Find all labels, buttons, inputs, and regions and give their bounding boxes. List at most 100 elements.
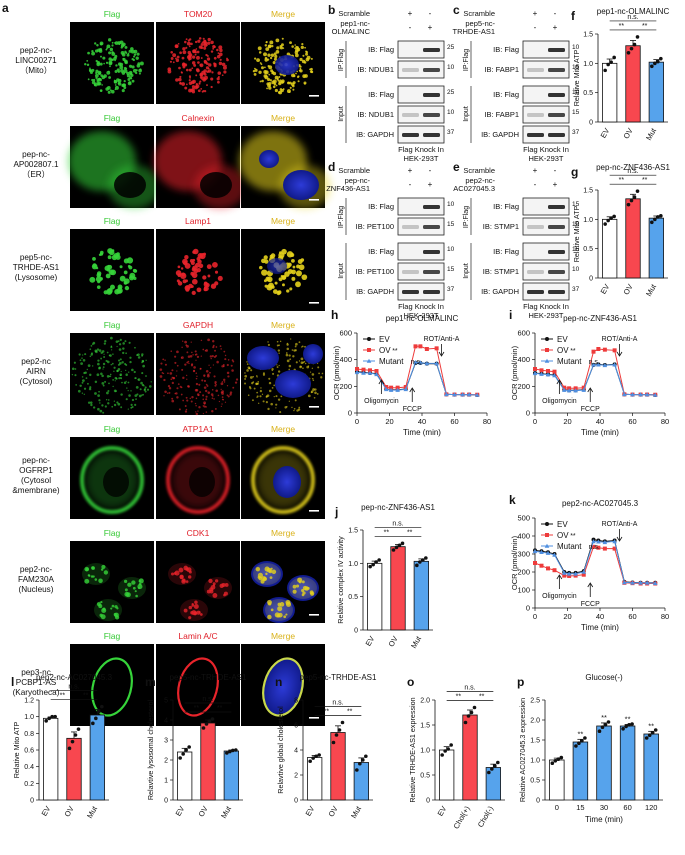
- series-marker: [566, 571, 572, 576]
- signal-dot: [217, 275, 223, 281]
- bar: [353, 762, 369, 801]
- signal-dot: [177, 281, 183, 286]
- mw-label: 15: [572, 201, 580, 208]
- signal-dot: [195, 405, 197, 407]
- series-marker: [644, 392, 650, 397]
- y-tick-label: 100: [517, 586, 530, 595]
- signal-dot: [127, 390, 129, 392]
- signal-dot: [120, 370, 122, 373]
- signal-dot: [188, 68, 192, 72]
- signal-dot: [203, 386, 207, 389]
- signal-dot: [170, 50, 173, 54]
- signal-dot: [142, 364, 145, 368]
- series-marker: [418, 360, 423, 365]
- y-axis-label: Relative AC027045.3 expression: [518, 698, 527, 802]
- stain-label: Merge: [271, 631, 295, 641]
- signal-dot: [105, 273, 111, 279]
- legend-marker: [545, 348, 549, 352]
- series-marker: [591, 349, 596, 354]
- signal-dot: [119, 40, 124, 45]
- signal-dot: [210, 85, 213, 89]
- signal-dot: [128, 81, 132, 84]
- signal-dot: [281, 275, 287, 280]
- signal-dot: [164, 363, 168, 366]
- data-point: [630, 722, 634, 726]
- signal-dot: [254, 68, 258, 72]
- series-marker: [596, 545, 601, 550]
- data-point: [653, 61, 657, 66]
- signal-dot: [292, 88, 295, 91]
- signal-dot: [287, 269, 293, 275]
- cell-signal: [82, 563, 146, 621]
- signal-dot: [311, 373, 315, 376]
- y-tick-label: 0.5: [348, 594, 358, 601]
- signal-dot: [259, 395, 262, 398]
- signal-dot: [265, 572, 268, 576]
- signal-dot: [78, 353, 81, 356]
- signal-dot: [134, 403, 137, 406]
- signal-dot: [197, 89, 201, 93]
- y-tick-label: 1.0: [348, 561, 358, 568]
- protein-band: [548, 290, 565, 294]
- signal-dot: [138, 72, 141, 75]
- signal-dot: [301, 588, 305, 593]
- series-marker: [434, 346, 439, 351]
- signal-dot: [261, 66, 264, 70]
- microscopy-row: pep5-nc-TRHDE-AS1(Lysosome)Flag Lamp1 Merg…: [13, 216, 325, 311]
- signal-dot: [178, 66, 181, 70]
- signal-dot: [130, 403, 133, 406]
- signal-dot: [188, 616, 192, 620]
- stain-label: Flag: [104, 528, 121, 538]
- nucleus-signal: [265, 599, 293, 621]
- x-tick-label: 30: [600, 803, 608, 812]
- signal-dot: [113, 370, 115, 373]
- signal-dot: [137, 356, 141, 359]
- scale-bar: [309, 717, 319, 719]
- signal-dot: [111, 41, 114, 44]
- signal-dot: [188, 79, 191, 82]
- stain-label: ATP1A1: [182, 424, 213, 434]
- protein-band: [548, 93, 565, 97]
- signal-dot: [174, 355, 177, 358]
- y-tick-label: 0: [426, 798, 430, 805]
- signal-dot: [95, 76, 98, 80]
- y-tick-label: 0: [526, 604, 530, 613]
- signal-dot: [270, 402, 273, 406]
- series-marker: [532, 549, 538, 554]
- signal-dot: [182, 65, 186, 69]
- signal-dot: [186, 351, 189, 354]
- data-point: [650, 731, 655, 735]
- bar-chart: l pep2-nc-AC027045.300.20.40.60.81.01.2Re…: [11, 673, 113, 820]
- band-label: IB: Flag: [368, 247, 394, 256]
- sign: -: [554, 9, 557, 18]
- stain-label: Merge: [271, 113, 295, 123]
- signal-dot: [97, 280, 101, 284]
- data-point: [629, 46, 634, 51]
- data-point: [334, 733, 339, 737]
- construct-label: OLMALINC: [332, 27, 371, 36]
- x-tick-label: 20: [563, 417, 571, 426]
- signal-dot: [213, 375, 216, 378]
- mw-label: 37: [447, 129, 455, 136]
- signal-dot: [224, 354, 227, 357]
- signal-dot: [195, 51, 197, 54]
- panel-letter: e: [453, 160, 460, 174]
- signal-dot: [253, 73, 257, 76]
- signal-dot: [191, 85, 196, 89]
- signal-dot: [200, 57, 203, 59]
- signal-dot: [90, 345, 93, 347]
- signal-dot: [264, 75, 269, 80]
- signal-dot: [203, 60, 208, 64]
- chart-title: pep5-nc-TRHDE-AS1: [170, 673, 247, 682]
- signal-dot: [112, 353, 114, 355]
- data-point: [603, 723, 608, 727]
- signal-dot: [224, 401, 227, 403]
- ip-label: IP:Flag: [338, 206, 345, 228]
- significance-label: **: [642, 177, 648, 184]
- signal-dot: [207, 41, 211, 45]
- x-axis-label: Time (min): [581, 428, 619, 437]
- blot-lane-box: [397, 197, 445, 216]
- signal-dot: [110, 607, 113, 610]
- signal-dot: [194, 402, 197, 405]
